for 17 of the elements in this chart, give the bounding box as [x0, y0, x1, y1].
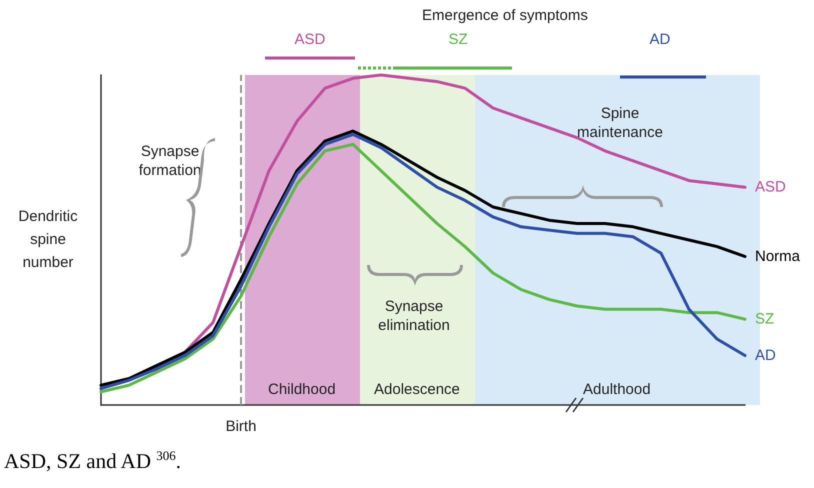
text: Emergence of symptoms [422, 6, 588, 25]
text: AD [650, 30, 670, 49]
series-label: ASD [755, 178, 786, 196]
y-axis-title: Dendritic spine number [17, 207, 79, 273]
text: ASD, SZ and AD $^{306}$. [4, 447, 182, 473]
annotation: Spine maintenance [576, 104, 664, 142]
annotation: Synapse elimination [377, 297, 451, 335]
text: ASD [294, 30, 326, 49]
text: SZ [448, 30, 468, 49]
series-label: SZ [755, 310, 774, 328]
text: Birth [226, 418, 256, 435]
annotation: Adulthood [583, 380, 651, 399]
annotation: Synapse formation [138, 142, 202, 180]
annotation: Adolescence [374, 380, 460, 399]
series-label: AD [755, 347, 776, 364]
annotation: Childhood [268, 380, 336, 399]
series-label: Norma [755, 248, 801, 265]
